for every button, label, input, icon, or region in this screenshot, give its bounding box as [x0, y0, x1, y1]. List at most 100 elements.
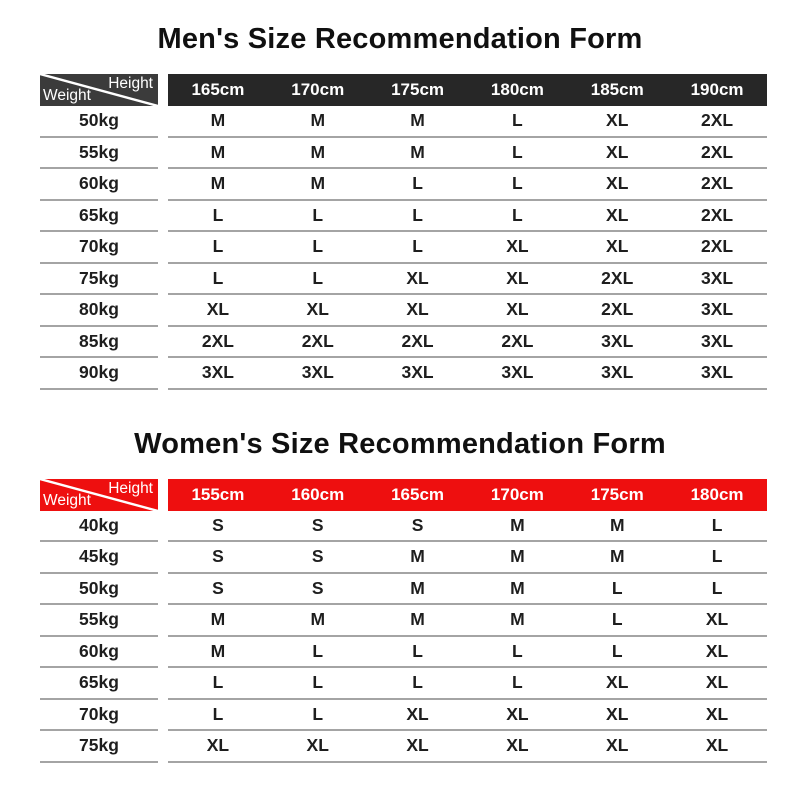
- table-row: 70kg L L XL XL XL XL: [0, 700, 800, 732]
- size-cell: M: [510, 514, 525, 535]
- size-cell: XL: [506, 299, 529, 320]
- size-cell: XL: [506, 735, 529, 756]
- size-cell: M: [510, 577, 525, 598]
- height-header-cell: 165cm: [391, 484, 445, 504]
- size-cells: M L L L L XL: [168, 637, 767, 668]
- size-cell: L: [412, 173, 423, 194]
- size-cells: 2XL 2XL 2XL 2XL 3XL 3XL: [168, 327, 767, 358]
- header-row: Height Weight 165cm 170cm 175cm 180cm 185cm 190…: [0, 74, 800, 106]
- size-cell: L: [312, 640, 324, 661]
- size-cell: XL: [606, 141, 629, 162]
- size-cell: XL: [705, 640, 729, 661]
- size-cell: L: [312, 703, 324, 724]
- size-cell: M: [410, 546, 425, 567]
- size-cells: M M M M L XL: [168, 605, 767, 637]
- table-row: 90kg 3XL 3XL 3XL 3XL 3XL 3XL: [0, 358, 800, 390]
- size-cell: XL: [306, 735, 329, 756]
- height-header-cell: 155cm: [191, 484, 245, 504]
- size-cell: M: [609, 514, 625, 535]
- womens-size-table: Height Weight 155cm 160cm 165cm 170cm 175cm 180…: [0, 478, 800, 763]
- header-row: Height Weight 155cm 160cm 165cm 170cm 175cm 180…: [0, 478, 800, 511]
- size-cell: L: [611, 640, 623, 661]
- mens-size-section: Men's Size Recommendation Form Height Wei…: [0, 0, 800, 390]
- size-cell: M: [410, 609, 425, 630]
- height-header-bar: 165cm 170cm 175cm 180cm 185cm 190cm: [168, 74, 767, 106]
- size-cell: L: [512, 141, 523, 162]
- table-row: 70kg L L L XL XL 2XL: [0, 232, 800, 264]
- size-cell: 2XL: [701, 173, 734, 194]
- size-cells: L L L XL XL 2XL: [168, 232, 767, 264]
- womens-size-title: Women's Size Recommendation Form: [134, 427, 666, 460]
- size-cell: XL: [606, 672, 629, 693]
- size-cell: 2XL: [701, 204, 734, 225]
- size-cell: L: [512, 204, 523, 225]
- size-cell: L: [212, 236, 224, 257]
- size-cell: 3XL: [701, 299, 734, 320]
- size-cell: M: [210, 110, 226, 131]
- height-header-cell: 180cm: [490, 80, 544, 99]
- size-cell: 3XL: [701, 330, 734, 351]
- size-cell: XL: [606, 173, 629, 194]
- size-cell: 2XL: [701, 110, 734, 131]
- weight-cell: 60kg: [40, 169, 158, 201]
- size-cell: S: [212, 577, 224, 598]
- table-row: 85kg 2XL 2XL 2XL 2XL 3XL 3XL: [0, 327, 800, 358]
- size-cell: S: [311, 514, 324, 535]
- size-cell: L: [512, 672, 523, 693]
- size-cell: 2XL: [501, 330, 534, 351]
- size-cell: L: [611, 609, 623, 630]
- row-gap: [158, 574, 168, 606]
- corner-diagonal-line: [40, 478, 158, 511]
- size-cell: 2XL: [601, 299, 634, 320]
- size-cell: XL: [606, 110, 629, 131]
- size-cells: M M L L XL 2XL: [168, 169, 767, 201]
- row-gap: [158, 264, 168, 296]
- size-cells: XL XL XL XL 2XL 3XL: [168, 295, 767, 327]
- weight-cell: 65kg: [40, 201, 158, 232]
- height-header-cell: 185cm: [590, 80, 644, 99]
- weight-cell: 45kg: [40, 542, 158, 574]
- table-row: 45kg S S M M M L: [0, 542, 800, 574]
- size-cell: 3XL: [701, 362, 734, 383]
- table-row: 40kg S S S M M L: [0, 511, 800, 543]
- size-cell: S: [212, 546, 224, 567]
- size-cells: 3XL 3XL 3XL 3XL 3XL 3XL: [168, 358, 767, 390]
- size-cell: XL: [705, 703, 729, 724]
- size-cell: XL: [306, 299, 329, 320]
- weight-cell: 50kg: [40, 106, 158, 138]
- size-cell: 3XL: [501, 362, 534, 383]
- height-header-cell: 175cm: [590, 484, 644, 504]
- size-cell: 3XL: [701, 267, 734, 288]
- height-header-bar: 155cm 160cm 165cm 170cm 175cm 180cm: [168, 478, 767, 511]
- size-cell: 2XL: [601, 267, 634, 288]
- size-cell: 2XL: [201, 330, 234, 351]
- size-cell: XL: [606, 735, 629, 756]
- size-cell: XL: [406, 267, 429, 288]
- size-cell: L: [212, 204, 224, 225]
- row-gap: [158, 511, 168, 543]
- corner-cell: Height Weight: [40, 478, 158, 511]
- weight-cell: 75kg: [40, 264, 158, 295]
- table-row: 60kg M L L L L XL: [0, 637, 800, 668]
- size-cell: M: [410, 577, 425, 598]
- row-gap: [158, 106, 168, 138]
- size-cell: L: [711, 546, 723, 567]
- corner-weight-label: Weight: [43, 491, 91, 509]
- size-cell: M: [310, 609, 326, 630]
- weight-cell: 90kg: [40, 358, 158, 390]
- size-cell: 2XL: [401, 330, 434, 351]
- size-cell: L: [512, 640, 523, 661]
- size-cell: 2XL: [701, 236, 734, 257]
- row-gap: [158, 358, 168, 390]
- height-header-cell: 160cm: [291, 484, 345, 504]
- corner-height-label: Height: [108, 75, 153, 92]
- height-header-cell: 175cm: [391, 80, 445, 99]
- row-gap: [158, 700, 168, 732]
- size-cell: S: [311, 546, 324, 567]
- size-cell: 3XL: [601, 362, 634, 383]
- size-cell: L: [512, 173, 523, 194]
- row-gap: [158, 201, 168, 233]
- size-cell: L: [312, 204, 324, 225]
- row-gap: [158, 605, 168, 637]
